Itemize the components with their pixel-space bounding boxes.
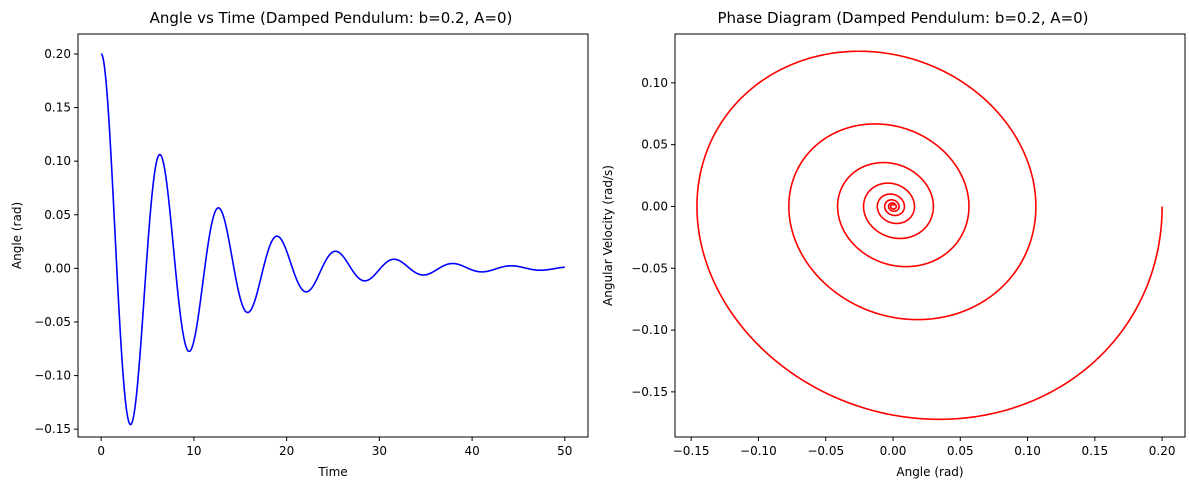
x-tick-label: 0: [97, 444, 105, 458]
chart-title: Phase Diagram (Damped Pendulum: b=0.2, A…: [717, 9, 1088, 27]
x-tick-label: 40: [464, 444, 479, 458]
x-tick-label: 0.00: [880, 444, 907, 458]
x-tick-label: −0.15: [673, 444, 710, 458]
y-tick-label: −0.10: [631, 323, 668, 337]
x-tick-label: 10: [186, 444, 201, 458]
x-tick-label: 0.05: [947, 444, 974, 458]
series-line-angle: [100, 53, 565, 426]
y-axis-label: Angle (rad): [10, 202, 24, 269]
x-tick-label: 20: [279, 444, 294, 458]
y-tick-label: 0.05: [44, 208, 71, 222]
y-tick-label: −0.05: [34, 315, 71, 329]
y-tick-label: −0.15: [631, 385, 668, 399]
x-tick-label: 0.10: [1014, 444, 1041, 458]
y-axis-label: Angular Velocity (rad/s): [601, 165, 615, 306]
y-tick-label: 0.00: [44, 261, 71, 275]
y-tick-label: 0.10: [641, 76, 668, 90]
chart-title: Angle vs Time (Damped Pendulum: b=0.2, A…: [150, 9, 513, 27]
x-ticks: 0 10 20 30 40 50: [97, 437, 572, 458]
y-tick-label: −0.05: [631, 261, 668, 275]
y-tick-label: −0.10: [34, 369, 71, 383]
y-tick-label: 0.10: [44, 154, 71, 168]
y-tick-label: 0.00: [641, 199, 668, 213]
chart-phase-diagram: Phase Diagram (Damped Pendulum: b=0.2, A…: [601, 9, 1186, 479]
y-ticks: −0.15 −0.10 −0.05 0.00 0.05 0.10 0.15 0.20: [34, 47, 78, 436]
y-tick-label: 0.05: [641, 138, 668, 152]
x-tick-label: 50: [557, 444, 572, 458]
y-ticks: −0.15 −0.10 −0.05 0.00 0.05 0.10: [631, 76, 675, 399]
x-axis-label: Time: [317, 465, 347, 479]
chart-angle-vs-time: Angle vs Time (Damped Pendulum: b=0.2, A…: [10, 9, 589, 479]
series-line-phase: [696, 50, 1163, 421]
x-tick-label: 30: [372, 444, 387, 458]
x-tick-label: −0.05: [807, 444, 844, 458]
x-ticks: −0.15 −0.10 −0.05 0.00 0.05 0.10 0.15 0.20: [673, 437, 1176, 458]
plot-area: 0 10 20 30 40 50 −0.15 −0.10 −0.05 0.00 0.05 0.10 0…: [34, 33, 589, 458]
y-tick-label: 0.20: [44, 47, 71, 61]
x-axis-label: Angle (rad): [896, 465, 963, 479]
x-tick-label: 0.15: [1081, 444, 1108, 458]
x-tick-label: 0.20: [1149, 444, 1176, 458]
x-tick-label: −0.10: [740, 444, 777, 458]
y-tick-label: 0.15: [44, 101, 71, 115]
plot-area: −0.15 −0.10 −0.05 0.00 0.05 0.10 0.15 0.20 −0.1…: [631, 33, 1186, 458]
axes-frame: [674, 33, 1186, 438]
axes-frame: [77, 33, 589, 438]
y-tick-label: −0.15: [34, 422, 71, 436]
